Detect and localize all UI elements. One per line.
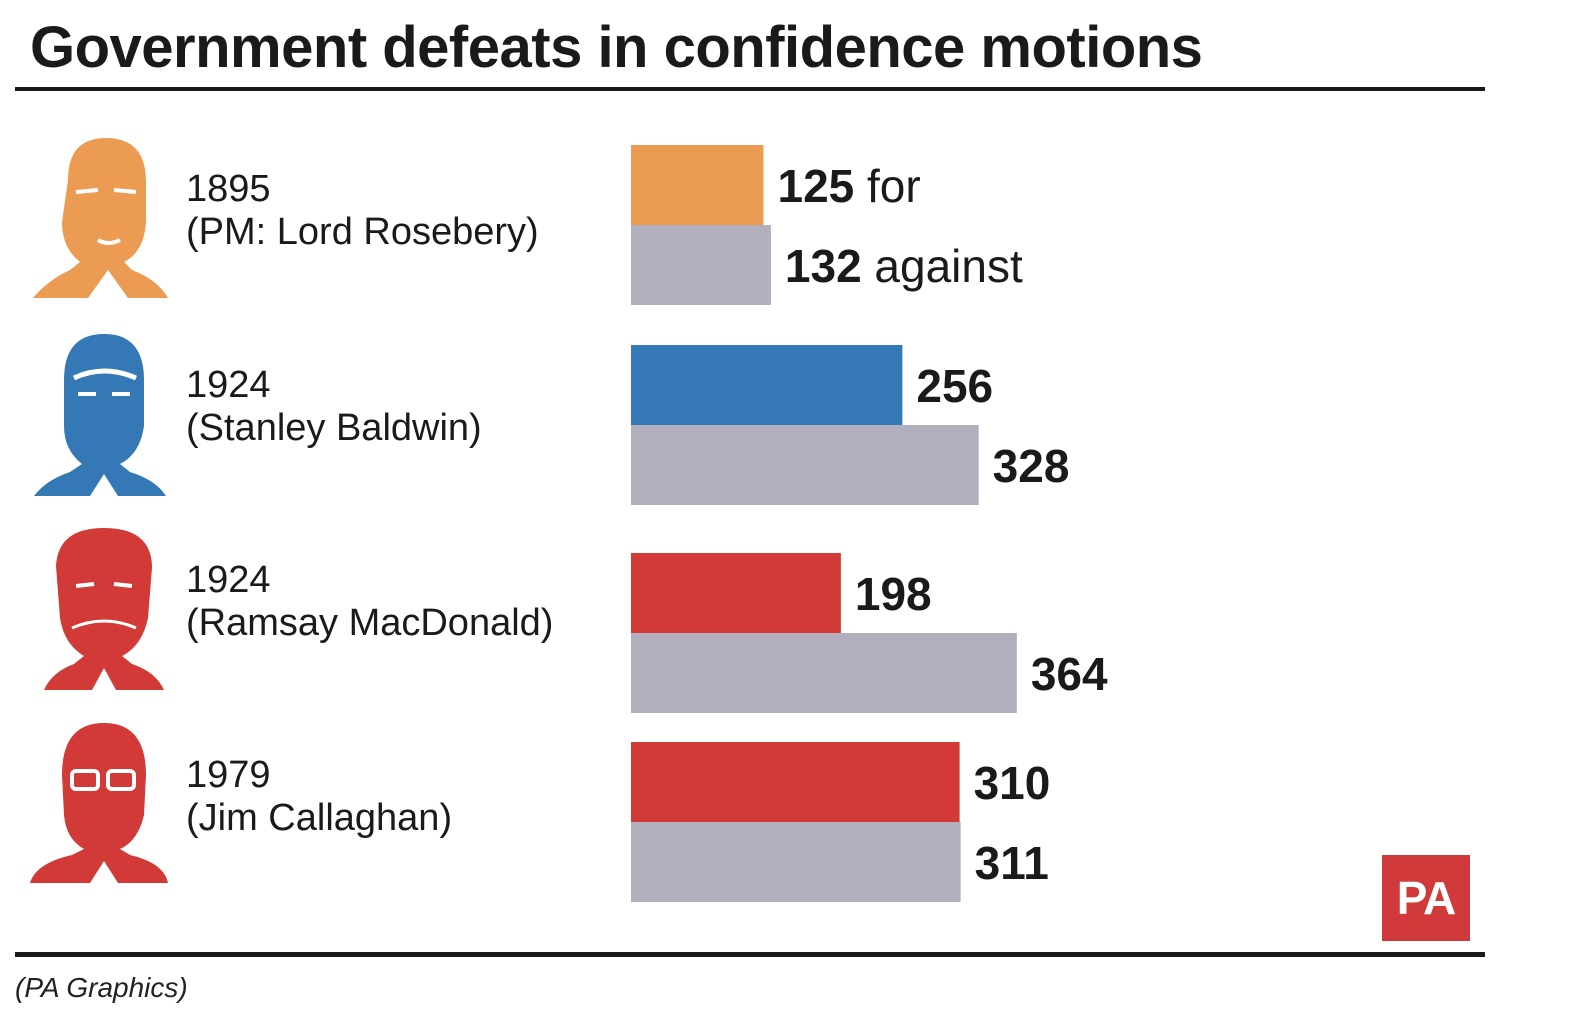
bar-against xyxy=(631,633,1017,713)
data-label-for: 198 xyxy=(855,568,932,620)
stanley-baldwin-portrait-icon xyxy=(34,334,166,496)
bar-against xyxy=(631,822,961,902)
chart-title: Government defeats in confidence motions xyxy=(30,15,1203,80)
bar-for xyxy=(631,553,841,633)
row-name: (Stanley Baldwin) xyxy=(186,407,482,449)
jim-callaghan-portrait-icon xyxy=(30,723,168,883)
pa-logo: PA xyxy=(1382,855,1470,941)
bar-for xyxy=(631,742,960,822)
bar-for xyxy=(631,345,903,425)
lord-rosebery-portrait-icon xyxy=(33,138,168,298)
row-label-baldwin: 1924 (Stanley Baldwin) xyxy=(186,364,482,450)
data-label-against: 132 against xyxy=(785,240,1023,292)
title-rule xyxy=(15,87,1485,91)
row-year: 1924 xyxy=(186,559,271,601)
portrait-shape xyxy=(33,138,168,298)
data-label-for: 125 for xyxy=(778,160,921,212)
bar-against xyxy=(631,425,979,505)
row-label-callaghan: 1979 (Jim Callaghan) xyxy=(186,754,452,840)
row-year: 1924 xyxy=(186,364,271,406)
bar-against xyxy=(631,225,771,305)
ramsay-macdonald-portrait-icon xyxy=(44,528,164,690)
data-label-for: 310 xyxy=(974,757,1051,809)
row-name: (PM: Lord Rosebery) xyxy=(186,211,539,253)
row-name: (Ramsay MacDonald) xyxy=(186,602,554,644)
data-label-for: 256 xyxy=(916,360,993,412)
footer-rule xyxy=(15,952,1485,957)
data-label-against: 364 xyxy=(1031,648,1108,700)
source-caption: (PA Graphics) xyxy=(15,972,188,1003)
data-label-against: 328 xyxy=(993,440,1070,492)
row-label-rosebery: 1895 (PM: Lord Rosebery) xyxy=(186,168,539,254)
row-label-macdonald: 1924 (Ramsay MacDonald) xyxy=(186,559,553,645)
row-year: 1895 xyxy=(186,168,271,210)
data-label-against: 311 xyxy=(975,837,1049,889)
row-year: 1979 xyxy=(186,754,271,796)
row-name: (Jim Callaghan) xyxy=(186,797,453,839)
bar-for xyxy=(631,145,764,225)
